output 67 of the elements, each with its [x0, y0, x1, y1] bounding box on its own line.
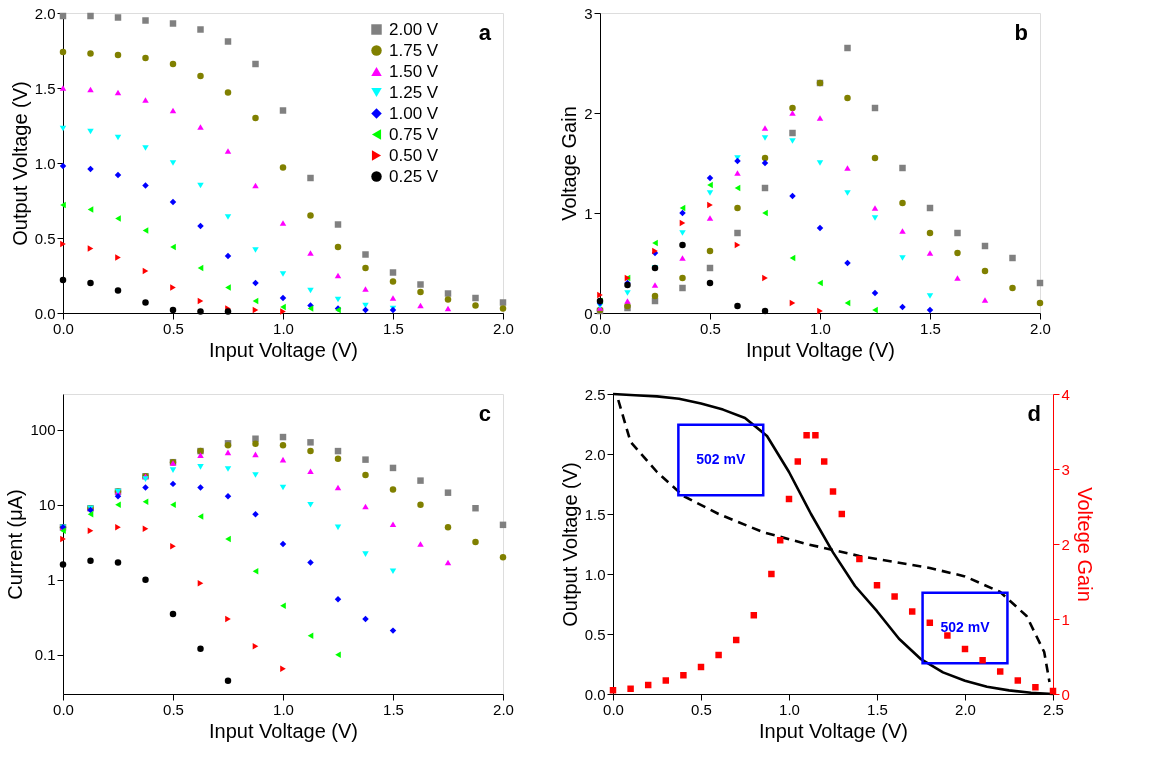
y-tick-label: 0.0	[34, 304, 56, 322]
x-tick-label: 1.5	[383, 319, 404, 337]
x-tick-label: 1.5	[383, 700, 404, 718]
legend-label: 0.25 V	[389, 166, 439, 186]
y-tick-label: 0	[584, 304, 593, 322]
y-tick-label: 1	[584, 204, 593, 222]
y2-tick-label: 0	[1061, 685, 1070, 703]
y-tick-label: 0.1	[34, 646, 56, 664]
y-tick-label: 2	[584, 104, 593, 122]
y-tick-label: 2.0	[584, 445, 606, 463]
y-tick-label: 100	[30, 421, 56, 439]
y-tick-label: 1.5	[34, 79, 56, 97]
y-tick-label: 10	[38, 496, 56, 514]
y-tick-label: 0.0	[584, 685, 606, 703]
x-tick-label: 0.5	[163, 319, 184, 337]
legend-label: 1.25 V	[389, 82, 439, 102]
legend-label: 0.75 V	[389, 124, 439, 144]
chart-title: b	[1014, 20, 1028, 45]
y-tick-label: 1.0	[34, 154, 56, 172]
y2-tick-label: 2	[1061, 535, 1070, 553]
x-axis-title: Input Voltage (V)	[209, 719, 358, 742]
x-tick-label: 2.0	[493, 319, 514, 337]
y-tick-label: 0.5	[34, 229, 56, 247]
chart-title: c	[478, 401, 491, 426]
x-tick-label: 1.0	[810, 319, 831, 337]
legend-label: 1.00 V	[389, 103, 439, 123]
x-tick-label: 1.5	[867, 700, 888, 718]
chart-title: a	[478, 20, 492, 45]
legend-label: 2.00 V	[389, 19, 439, 39]
y-tick-label: 3	[584, 4, 593, 22]
y-axis-title: Output Voltage (V)	[8, 81, 31, 246]
legend-label: 1.75 V	[389, 40, 439, 60]
x-axis-title: Input Voltage (V)	[209, 338, 358, 361]
y-tick-label: 0.5	[584, 625, 606, 643]
y-tick-label: 2.0	[34, 4, 56, 22]
y2-tick-label: 3	[1061, 460, 1070, 478]
y-axis-title: Output Voltage (V)	[558, 462, 581, 627]
x-tick-label: 1.0	[273, 319, 294, 337]
y2-tick-label: 4	[1061, 385, 1070, 403]
x-tick-label: 2.5	[1043, 700, 1064, 718]
x-tick-label: 1.5	[920, 319, 941, 337]
annotation: 502 mV	[940, 619, 991, 635]
y-axis-title: Current (μA)	[4, 489, 27, 600]
y2-tick-label: 1	[1061, 610, 1070, 628]
x-tick-label: 0.5	[691, 700, 712, 718]
x-tick-label: 1.0	[273, 700, 294, 718]
x-tick-label: 0.5	[163, 700, 184, 718]
x-tick-label: 0.0	[603, 700, 624, 718]
x-axis-title: Input Voltage (V)	[746, 338, 895, 361]
chart-title: d	[1027, 401, 1041, 426]
y-tick-label: 1	[47, 571, 56, 589]
x-tick-label: 1.0	[779, 700, 800, 718]
x-tick-label: 0.5	[700, 319, 721, 337]
annotation: 502 mV	[696, 451, 746, 467]
y-tick-label: 1.5	[584, 505, 606, 523]
x-tick-label: 2.0	[1030, 319, 1051, 337]
x-axis-title: Input Voltage (V)	[759, 719, 908, 742]
x-tick-label: 0.0	[53, 700, 74, 718]
y-tick-label: 1.0	[584, 565, 606, 583]
x-tick-label: 2.0	[493, 700, 514, 718]
legend-label: 1.50 V	[389, 61, 439, 81]
x-tick-label: 2.0	[955, 700, 976, 718]
y2-axis-title: Voltege Gain	[1073, 487, 1096, 602]
legend-label: 0.50 V	[389, 145, 439, 165]
y-tick-label: 2.5	[584, 385, 606, 403]
x-tick-label: 0.0	[53, 319, 74, 337]
y-axis-title: Voltage Gain	[558, 106, 581, 221]
